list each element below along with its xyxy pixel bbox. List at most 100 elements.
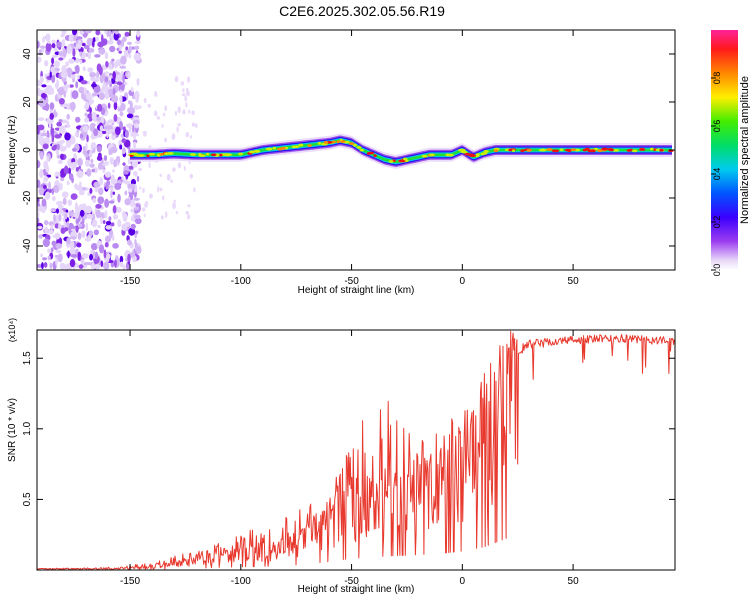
ridge-hotspot xyxy=(272,146,277,150)
noise-blob xyxy=(68,58,75,64)
noise-blob xyxy=(70,253,78,258)
ridge-hotspot xyxy=(403,157,408,161)
noise-blob xyxy=(111,94,119,103)
noise-blob xyxy=(73,42,77,47)
noise-blob xyxy=(81,203,87,212)
spectrogram-panel: -150 -100 -50 0 50 -40 -20 0 20 40 Height of str… xyxy=(7,29,676,296)
noise-blob xyxy=(142,130,147,137)
noise-blob xyxy=(189,173,194,179)
ridge-hotspot xyxy=(526,149,532,152)
noise-blob xyxy=(94,54,101,58)
noise-blob xyxy=(42,143,49,150)
ridge-hotspot xyxy=(593,147,598,151)
ridge-hotspot xyxy=(447,153,454,157)
noise-blob xyxy=(177,123,181,127)
snr-y-tick-label: 1.0 xyxy=(22,421,33,435)
noise-blob xyxy=(188,109,191,114)
noise-blob xyxy=(56,121,62,127)
noise-blob xyxy=(51,74,56,84)
ridge-hotspot xyxy=(520,149,525,153)
noise-blob xyxy=(64,132,71,141)
noise-blob xyxy=(43,261,48,268)
noise-blob xyxy=(111,234,115,241)
noise-blob xyxy=(42,36,45,43)
noise-blob xyxy=(59,262,66,270)
ridge-hotspot xyxy=(163,152,170,156)
noise-blob xyxy=(86,168,92,177)
noise-blob xyxy=(89,253,94,261)
noise-blob xyxy=(100,34,104,43)
ridge-hotspot xyxy=(367,151,375,155)
snr-x-tick-label: -50 xyxy=(344,576,359,587)
noise-blob xyxy=(75,166,80,172)
noise-blob xyxy=(60,153,64,160)
noise-blob xyxy=(113,113,118,122)
noise-blob xyxy=(60,177,65,182)
noise-blob xyxy=(116,39,122,46)
snr-x-tick-label: 50 xyxy=(568,576,580,587)
noise-blob xyxy=(182,88,185,93)
noise-blob xyxy=(53,60,60,68)
colorbar-gradient xyxy=(711,30,738,270)
noise-blob xyxy=(79,59,83,65)
noise-blob xyxy=(105,61,109,68)
noise-blob xyxy=(114,182,122,191)
colorbar-ticks: 0.0 0.2 0.4 0.6 0.8 xyxy=(711,72,722,276)
noise-blob xyxy=(193,187,196,193)
ridge-hotspot xyxy=(225,153,230,157)
noise-blob xyxy=(109,157,115,165)
noise-blob xyxy=(43,184,47,189)
spectrogram-y-tick-label: 20 xyxy=(22,96,33,108)
noise-blob xyxy=(110,186,114,193)
noise-blob xyxy=(51,39,56,44)
noise-blob xyxy=(75,225,79,233)
noise-blob xyxy=(38,234,43,239)
noise-blob xyxy=(48,229,54,235)
noise-blob xyxy=(68,227,72,235)
noise-blob xyxy=(127,72,131,79)
colorbar-label: Normalized spectral amplitude xyxy=(739,76,750,224)
noise-blob xyxy=(101,73,106,80)
noise-blob xyxy=(182,109,186,115)
noise-blob xyxy=(65,61,69,67)
noise-blob xyxy=(142,187,145,194)
noise-blob xyxy=(191,122,196,127)
noise-blob xyxy=(40,92,47,99)
noise-blob xyxy=(143,97,147,104)
noise-blob xyxy=(99,116,105,124)
noise-blob xyxy=(130,86,134,93)
noise-blob xyxy=(122,73,125,84)
noise-blob xyxy=(60,227,66,234)
noise-blob xyxy=(110,146,118,154)
noise-blob xyxy=(54,254,59,258)
noise-blob xyxy=(181,93,186,97)
noise-blob xyxy=(85,205,92,214)
noise-blob xyxy=(127,253,131,262)
noise-blob xyxy=(108,200,115,204)
noise-blob xyxy=(83,87,87,95)
ridge-hotspot xyxy=(219,153,223,157)
noise-blob xyxy=(53,214,56,223)
noise-blob xyxy=(104,161,109,165)
noise-blob xyxy=(180,81,185,86)
noise-blob xyxy=(49,262,53,269)
noise-blob xyxy=(56,154,61,159)
noise-blob xyxy=(37,56,42,63)
noise-blob xyxy=(88,97,93,106)
noise-blob xyxy=(79,51,83,57)
noise-blob xyxy=(61,191,69,198)
noise-blob xyxy=(126,41,132,45)
noise-blob xyxy=(121,223,128,231)
noise-blob xyxy=(119,255,124,264)
ridge-hotspot xyxy=(659,148,664,152)
noise-blob xyxy=(38,135,45,145)
noise-blob xyxy=(37,197,40,204)
noise-blob xyxy=(134,217,142,225)
ridge-hotspot xyxy=(189,153,197,156)
noise-blob xyxy=(110,190,113,199)
ridge-hotspot xyxy=(336,140,340,144)
ridge-hotspot xyxy=(198,152,202,156)
noise-blob xyxy=(174,75,179,83)
noise-blob xyxy=(72,266,76,270)
spectrogram-y-tick-label: -20 xyxy=(22,190,33,205)
